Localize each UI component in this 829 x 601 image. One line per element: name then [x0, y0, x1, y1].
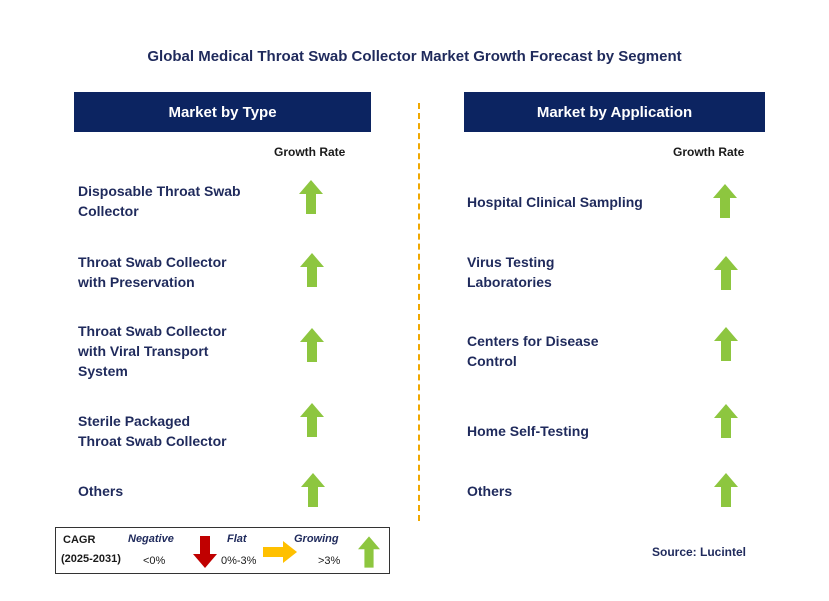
- right-panel-header-text: Market by Application: [536, 103, 693, 121]
- growing-arrow-icon: [714, 473, 738, 507]
- right-item-2-line2: Laboratories: [467, 274, 552, 290]
- right-item-4-line1: Home Self-Testing: [467, 423, 589, 439]
- page-title: Global Medical Throat Swab Collector Mar…: [147, 48, 682, 65]
- left-item-2-line2: with Preservation: [78, 274, 195, 290]
- source-note: Source: Lucintel: [652, 545, 747, 559]
- left-growth-rate-label: Growth Rate: [274, 145, 346, 159]
- right-item-1-line1: Hospital Clinical Sampling: [467, 194, 643, 210]
- left-item-4-line1: Sterile Packaged: [78, 413, 191, 429]
- right-item-3-line2: Control: [467, 353, 517, 369]
- left-panel-header: Market by Type: [74, 92, 371, 132]
- legend-period: (2025-2031): [61, 553, 121, 565]
- right-item-5-line1: Others: [467, 483, 513, 499]
- legend-flat-range: 0%-3%: [221, 555, 257, 567]
- legend-negative-range: <0%: [143, 555, 166, 567]
- legend-negative-label: Negative: [128, 533, 174, 545]
- right-item-2-line1: Virus Testing: [467, 254, 555, 270]
- right-panel-header: Market by Application: [464, 92, 765, 132]
- right-item-label: Home Self-Testing: [467, 421, 652, 441]
- left-item-label: Disposable Throat Swab Collector: [78, 181, 263, 221]
- growing-arrow-icon: [299, 180, 323, 214]
- left-item-3-line2: with Viral Transport: [78, 343, 209, 359]
- legend-flat-label: Flat: [227, 533, 247, 545]
- left-item-2-line1: Throat Swab Collector: [78, 254, 227, 270]
- left-item-label: Throat Swab Collector with Viral Transpo…: [78, 321, 263, 381]
- left-item-label: Sterile Packaged Throat Swab Collector: [78, 411, 263, 451]
- right-item-label: Centers for Disease Control: [467, 331, 652, 371]
- left-item-3-line3: System: [78, 363, 128, 379]
- growing-arrow-icon: [714, 404, 738, 438]
- right-growth-rate-label: Growth Rate: [673, 145, 745, 159]
- right-item-label: Hospital Clinical Sampling: [467, 192, 667, 212]
- growing-arrow-icon: [714, 327, 738, 361]
- left-item-label: Others: [78, 481, 263, 501]
- panel-divider: [418, 103, 420, 521]
- left-item-1-line2: Collector: [78, 203, 139, 219]
- negative-arrow-icon: [193, 536, 217, 568]
- flat-arrow-icon: [263, 541, 297, 563]
- right-item-3-line1: Centers for Disease: [467, 333, 599, 349]
- left-item-5-line1: Others: [78, 483, 124, 499]
- left-item-label: Throat Swab Collector with Preservation: [78, 252, 263, 292]
- legend-cagr-label: CAGR: [63, 534, 96, 546]
- legend-growing-range: >3%: [318, 555, 341, 567]
- growing-arrow-icon: [300, 253, 324, 287]
- growing-arrow-icon: [300, 328, 324, 362]
- right-item-label: Others: [467, 481, 652, 501]
- cagr-legend: CAGR (2025-2031) Negative <0% Flat 0%-3%…: [55, 527, 390, 574]
- left-item-3-line1: Throat Swab Collector: [78, 323, 227, 339]
- right-item-label: Virus Testing Laboratories: [467, 252, 652, 292]
- legend-growing-label: Growing: [294, 533, 339, 545]
- left-item-1-line1: Disposable Throat Swab: [78, 183, 241, 199]
- left-item-4-line2: Throat Swab Collector: [78, 433, 227, 449]
- growing-arrow-icon: [713, 184, 737, 218]
- growing-arrow-icon: [301, 473, 325, 507]
- growing-arrow-icon: [300, 403, 324, 437]
- growing-arrow-icon: [358, 536, 380, 568]
- left-panel-header-text: Market by Type: [168, 103, 277, 121]
- growing-arrow-icon: [714, 256, 738, 290]
